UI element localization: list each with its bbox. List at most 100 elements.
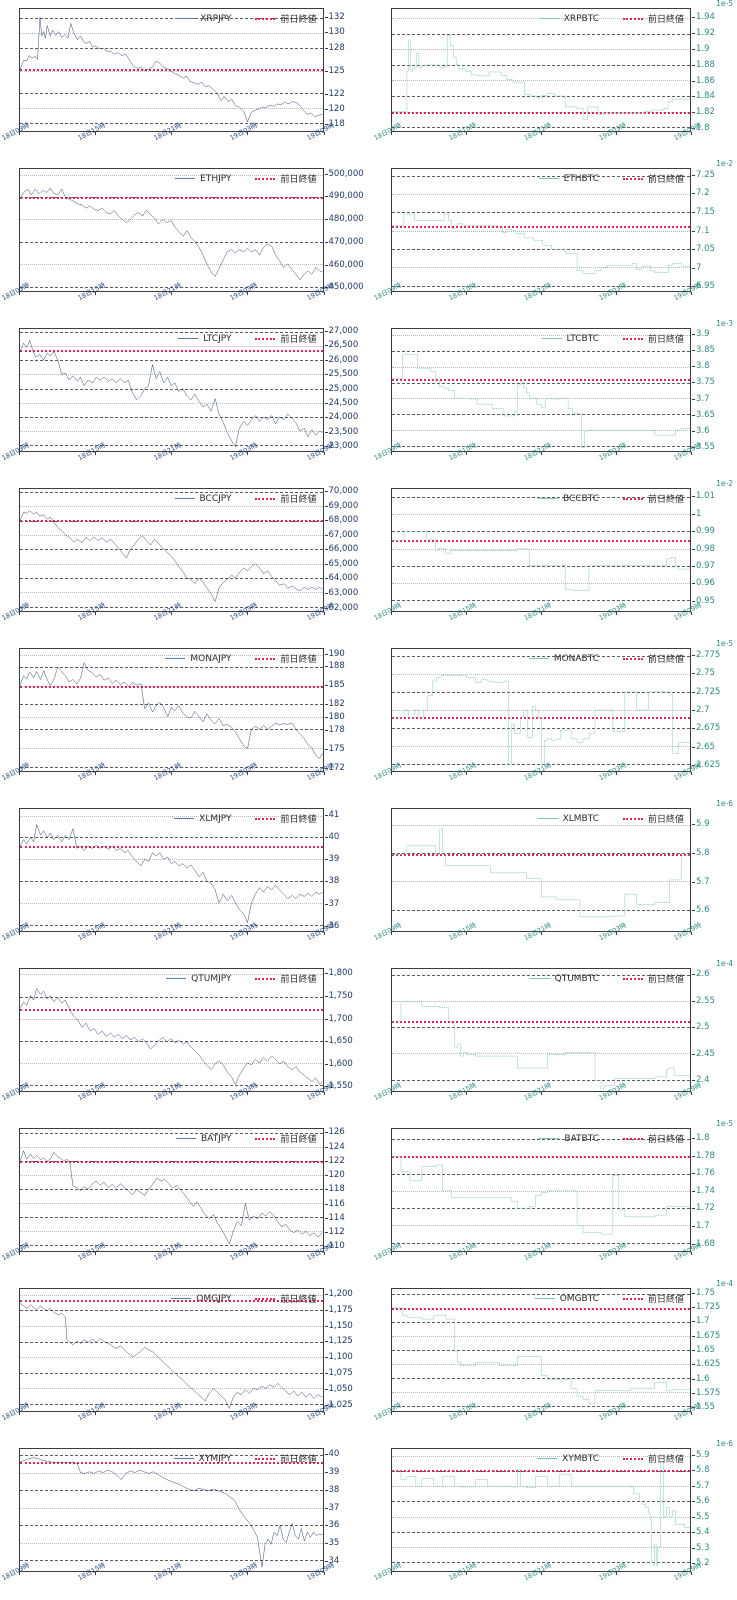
legend-series-label: MONABTC xyxy=(553,653,599,664)
legend-prev-close-label: 前日終値 xyxy=(647,175,684,185)
y-axis-tick-mark xyxy=(692,1243,695,1245)
y-axis-tick-mark xyxy=(324,93,328,95)
gridline xyxy=(20,704,323,706)
x-axis-tick-mark xyxy=(323,932,325,935)
x-axis-tick-mark xyxy=(615,132,617,135)
legend-prev-close-label: 前日終値 xyxy=(647,975,684,985)
y-axis-tick-mark xyxy=(324,70,328,72)
legend-prev-close-swatch xyxy=(622,1137,643,1140)
y-axis-tick-label: 190 xyxy=(328,648,345,659)
x-axis-tick-label: 18日09時 xyxy=(372,1561,403,1583)
prev-close-line xyxy=(391,378,690,381)
gridline xyxy=(391,764,690,766)
gridline xyxy=(20,1063,323,1065)
legend-series-label: XYMJPY xyxy=(198,1453,232,1464)
y-axis-tick-mark xyxy=(324,124,328,126)
y-axis-tick-mark xyxy=(324,388,328,390)
gridline xyxy=(20,286,323,288)
y-axis-tick-label: 175 xyxy=(328,743,345,754)
gridline xyxy=(20,996,323,998)
chart-panel-batjpy: BATJPY 前日終値 110 112 114 116 118 120 122 124 126 18日… xyxy=(0,1120,369,1280)
y-axis-tick-mark xyxy=(692,823,695,825)
chart-legend: BCCJPY 前日終値 xyxy=(174,492,317,505)
chart-row: XRPJPY 前日終値 118 120 122 125 128 130 132 18日09時 18日… xyxy=(0,0,737,160)
gridline xyxy=(391,127,690,129)
gridline xyxy=(391,1335,690,1337)
y-axis-tick-mark xyxy=(692,49,695,51)
y-axis-tick-label: 2.65 xyxy=(696,741,715,752)
x-axis-tick-mark xyxy=(19,612,20,615)
y-axis-tick-label: 66,000 xyxy=(328,544,359,555)
gridline xyxy=(20,606,323,608)
gridline xyxy=(391,1321,690,1323)
x-axis-tick-mark xyxy=(171,132,173,135)
gridline xyxy=(20,1217,323,1219)
y-axis-tick-mark xyxy=(692,673,695,675)
y-axis-tick-mark xyxy=(324,109,328,111)
gridline xyxy=(391,655,690,657)
y-axis-tick-label: 1,750 xyxy=(328,990,353,1001)
y-axis-tick-mark xyxy=(324,1309,328,1311)
gridline xyxy=(20,174,323,176)
y-axis-tick-mark xyxy=(324,593,328,595)
y-axis-tick-label: 120 xyxy=(328,103,345,114)
chart-panel-ethjpy: ETHJPY 前日終値 450,000 460,000 470,000 480,000 49… xyxy=(0,160,369,320)
legend-prev-close-swatch xyxy=(622,497,643,500)
axis-exponent-label: 1e-6 xyxy=(716,1439,733,1448)
y-axis-tick-mark xyxy=(692,64,695,66)
legend-prev-close-label: 前日終値 xyxy=(280,1455,317,1465)
legend-series-label: XYMBTC xyxy=(562,1453,599,1464)
chart-panel-batbtc: BATBTC 前日終値 1e-5 1.68 1.7 1.72 1.74 1.76 1.78 1.8… xyxy=(369,1120,737,1280)
x-axis-tick-mark xyxy=(171,292,173,295)
price-series xyxy=(392,1129,691,1251)
y-axis-tick-label: 1,150 xyxy=(328,1320,353,1331)
x-axis-tick-mark xyxy=(465,1572,467,1575)
chart-legend: MONAJPY 前日終値 xyxy=(165,652,317,665)
x-axis-tick-label: 18日09時 xyxy=(372,1241,403,1263)
legend-series-swatch xyxy=(529,978,550,979)
gridline xyxy=(20,716,323,718)
y-axis-tick-mark xyxy=(324,1175,328,1177)
chart-legend: ETHBTC 前日終値 xyxy=(538,172,684,185)
gridline xyxy=(20,241,323,243)
y-axis-tick-mark xyxy=(692,565,695,567)
legend-series-swatch xyxy=(534,1298,555,1299)
y-axis-tick-mark xyxy=(692,746,695,748)
y-axis-tick-label: 1.725 xyxy=(696,1301,721,1312)
y-axis-tick-label: 25,500 xyxy=(328,368,359,379)
plot-area: OMGBTC 前日終値 xyxy=(390,1288,691,1412)
y-axis-tick-mark xyxy=(692,128,695,130)
y-axis-tick-label: 1.7 xyxy=(696,1220,710,1231)
y-axis-tick-label: 24,000 xyxy=(328,412,359,423)
plot-area: XRPBTC 前日終値 xyxy=(390,8,691,132)
gridline xyxy=(20,1189,323,1191)
y-axis-tick-mark xyxy=(324,578,328,580)
y-axis-tick-mark xyxy=(692,1516,695,1518)
gridline xyxy=(20,1404,323,1406)
gridline xyxy=(20,388,323,390)
x-axis-tick-mark xyxy=(19,1572,20,1575)
gridline xyxy=(391,64,690,66)
y-axis-tick-label: 1,175 xyxy=(328,1304,353,1315)
y-axis-tick-mark xyxy=(692,1485,695,1487)
x-axis-tick-mark xyxy=(171,932,173,935)
x-axis-tick-label: 18日09時 xyxy=(0,1561,31,1583)
y-axis-tick-label: 1.72 xyxy=(696,1203,715,1214)
y-axis-tick-label: 40 xyxy=(328,831,340,842)
y-axis-tick-label: 128 xyxy=(328,42,345,53)
y-axis-tick-label: 5.4 xyxy=(696,1526,710,1537)
gridline xyxy=(20,881,323,883)
y-axis-tick-label: 182 xyxy=(328,699,345,710)
x-axis-tick-mark xyxy=(323,1092,325,1095)
y-axis-tick-mark xyxy=(324,330,328,332)
gridline xyxy=(20,360,323,362)
y-axis-tick-label: 1.675 xyxy=(696,1330,721,1341)
y-axis-tick-label: 1,050 xyxy=(328,1383,353,1394)
y-axis-tick-label: 118 xyxy=(328,119,345,130)
x-axis-tick-mark xyxy=(19,132,20,135)
y-axis-tick-label: 490,000 xyxy=(328,191,364,202)
x-axis-tick-mark xyxy=(465,1092,467,1095)
gridline xyxy=(391,1516,690,1518)
legend-prev-close-swatch xyxy=(255,17,276,20)
